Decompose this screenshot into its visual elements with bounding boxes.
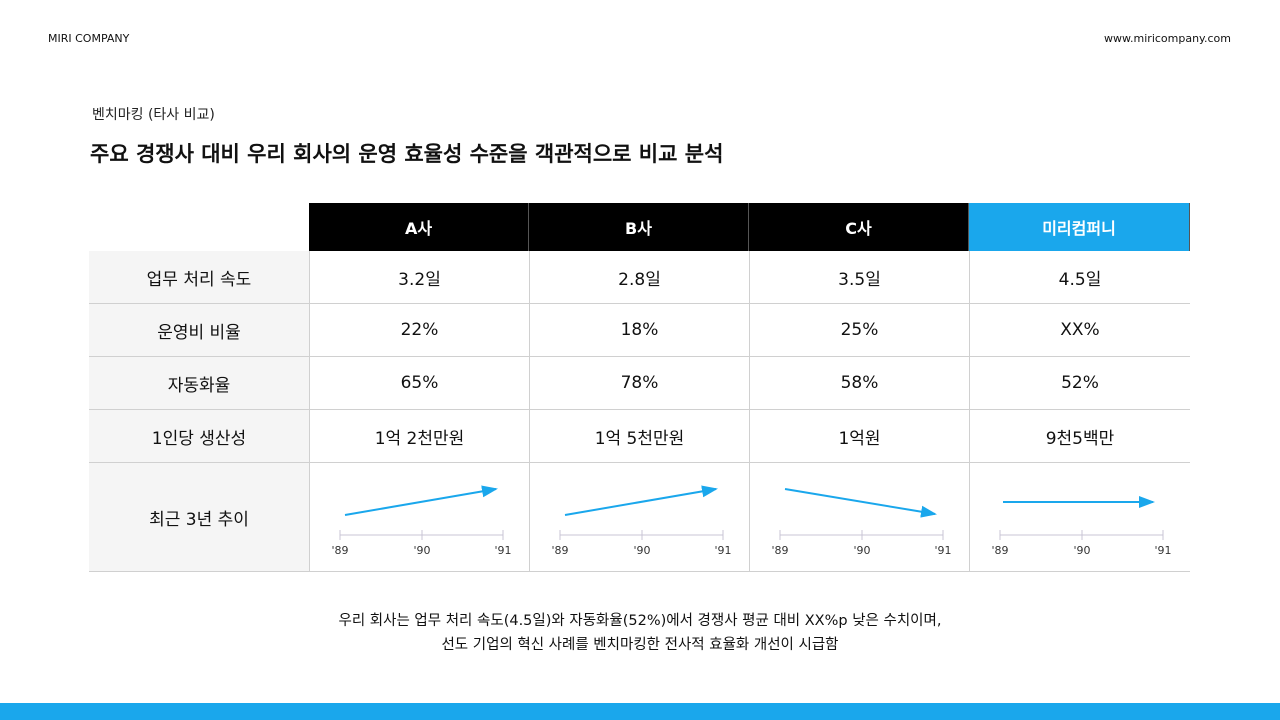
- axis-label: '90: [413, 544, 430, 557]
- axis-label: '90: [853, 544, 870, 557]
- table-cell: 3.5일: [749, 251, 969, 304]
- table-cell: 1억 5천만원: [529, 410, 749, 463]
- trend-cell: [969, 463, 1190, 572]
- table-cell: 3.2일: [309, 251, 529, 304]
- trend-cell: [749, 463, 969, 572]
- company: MIRI COMPANY: [48, 32, 130, 45]
- table-cell: 9천5백만: [969, 410, 1190, 463]
- axis-label: '91: [494, 544, 511, 557]
- row-label: 최근 3년 추이: [89, 463, 309, 572]
- summary-line: 선도 기업의 혁신 사례를 벤치마킹한 전사적 효율화 개선이 시급함: [441, 637, 839, 653]
- website: www.miricompany.com: [1104, 32, 1231, 45]
- footer-bar: [0, 703, 1280, 720]
- table-cell: 2.8일: [529, 251, 749, 304]
- section-title: 주요 경쟁사 대비 우리 회사의 운영 효율성 수준을 객관적으로 비교 분석: [90, 142, 724, 166]
- table-cell: XX%: [969, 304, 1190, 357]
- axis-label: '90: [1073, 544, 1090, 557]
- trend-cell: [309, 463, 529, 572]
- row-label: 업무 처리 속도: [89, 251, 309, 304]
- table-cell: 52%: [969, 357, 1190, 410]
- column-header: 미리컴퍼니: [969, 203, 1190, 251]
- summary-line: 우리 회사는 업무 처리 속도(4.5일)와 자동화율(52%)에서 경쟁사 평…: [338, 613, 942, 629]
- axis-label: '89: [771, 544, 788, 557]
- column-header: C사: [749, 203, 969, 251]
- summary: 우리 회사는 업무 처리 속도(4.5일)와 자동화율(52%)에서 경쟁사 평…: [0, 609, 1280, 657]
- trend-arrows: [344, 485, 1155, 518]
- axis-label: '89: [551, 544, 568, 557]
- axis-label: '91: [934, 544, 951, 557]
- row-label: 자동화율: [89, 357, 309, 410]
- axis-label: '91: [714, 544, 731, 557]
- axis-label: '89: [991, 544, 1008, 557]
- trend-axes: [339, 530, 1164, 540]
- table-cell: 58%: [749, 357, 969, 410]
- table-cell: 65%: [309, 357, 529, 410]
- column-header: A사: [309, 203, 529, 251]
- column-header: B사: [529, 203, 749, 251]
- table-cell: 22%: [309, 304, 529, 357]
- row-label: 운영비 비율: [89, 304, 309, 357]
- axis-label: '90: [633, 544, 650, 557]
- trend-cell: [529, 463, 749, 572]
- section-label: 벤치마킹 (타사 비교): [92, 107, 215, 123]
- table-cell: 78%: [529, 357, 749, 410]
- table-cell: 25%: [749, 304, 969, 357]
- axis-label: '89: [331, 544, 348, 557]
- axis-label: '91: [1154, 544, 1171, 557]
- table-cell: 1억원: [749, 410, 969, 463]
- row-label: 1인당 생산성: [89, 410, 309, 463]
- table-cell: 4.5일: [969, 251, 1190, 304]
- table-cell: 1억 2천만원: [309, 410, 529, 463]
- table-cell: 18%: [529, 304, 749, 357]
